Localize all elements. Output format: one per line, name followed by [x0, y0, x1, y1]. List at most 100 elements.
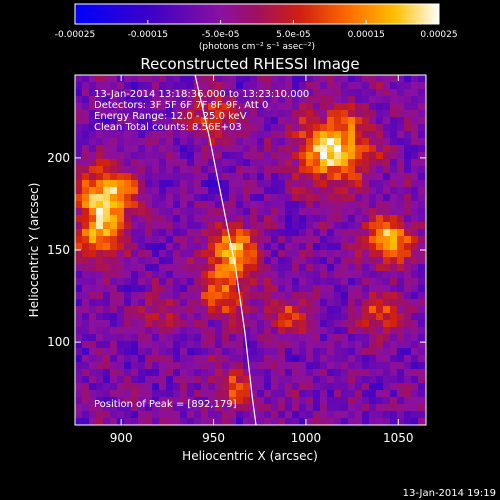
- heatmap-cell: [292, 110, 300, 118]
- heatmap-cell: [334, 229, 342, 237]
- heatmap-cell: [250, 173, 258, 181]
- heatmap-cell: [264, 285, 272, 293]
- heatmap-cell: [327, 187, 335, 195]
- heatmap-cell: [215, 418, 223, 425]
- heatmap-cell: [222, 390, 230, 398]
- heatmap-cell: [250, 208, 258, 216]
- heatmap-cell: [187, 173, 195, 181]
- heatmap-cell: [327, 257, 335, 265]
- heatmap-cell: [138, 418, 146, 425]
- heatmap-cell: [89, 369, 97, 377]
- heatmap-cell: [362, 89, 370, 97]
- heatmap-cell: [145, 383, 153, 391]
- heatmap-cell: [383, 383, 391, 391]
- heatmap-cell: [222, 194, 230, 202]
- heatmap-cell: [327, 194, 335, 202]
- heatmap-cell: [117, 348, 125, 356]
- heatmap-cell: [187, 208, 195, 216]
- heatmap-cell: [411, 152, 419, 160]
- heatmap-cell: [271, 341, 279, 349]
- heatmap-cell: [215, 334, 223, 342]
- heatmap-cell: [138, 124, 146, 132]
- heatmap-cell: [264, 362, 272, 370]
- heatmap-cell: [215, 89, 223, 97]
- heatmap-cell: [180, 341, 188, 349]
- heatmap-cell: [334, 250, 342, 258]
- heatmap-cell: [341, 103, 349, 111]
- heatmap-cell: [383, 250, 391, 258]
- heatmap-cell: [187, 397, 195, 405]
- heatmap-cell: [313, 243, 321, 251]
- heatmap-cell: [138, 397, 146, 405]
- heatmap-cell: [285, 271, 293, 279]
- heatmap-cell: [201, 96, 209, 104]
- heatmap-cell: [250, 257, 258, 265]
- heatmap-cell: [215, 285, 223, 293]
- heatmap-cell: [110, 187, 118, 195]
- heatmap-cell: [215, 320, 223, 328]
- heatmap-cell: [327, 285, 335, 293]
- heatmap-cell: [292, 355, 300, 363]
- heatmap-cell: [103, 194, 111, 202]
- heatmap-cell: [236, 180, 244, 188]
- heatmap-cell: [299, 131, 307, 139]
- heatmap-cell: [215, 404, 223, 412]
- heatmap-cell: [110, 334, 118, 342]
- heatmap-cell: [327, 348, 335, 356]
- heatmap-cell: [369, 166, 377, 174]
- heatmap-cell: [250, 243, 258, 251]
- heatmap-cell: [215, 194, 223, 202]
- heatmap-cell: [348, 75, 356, 83]
- heatmap-cell: [341, 180, 349, 188]
- heatmap-cell: [271, 194, 279, 202]
- heatmap-cell: [278, 397, 286, 405]
- heatmap-cell: [390, 313, 398, 321]
- heatmap-cell: [75, 201, 83, 209]
- heatmap-cell: [194, 152, 202, 160]
- heatmap-cell: [243, 404, 251, 412]
- heatmap-cell: [75, 271, 83, 279]
- heatmap-cell: [208, 124, 216, 132]
- heatmap-cell: [82, 166, 90, 174]
- heatmap-cell: [404, 418, 412, 425]
- heatmap-cell: [306, 418, 314, 425]
- heatmap-cell: [341, 159, 349, 167]
- heatmap-cell: [96, 383, 104, 391]
- heatmap-cell: [75, 397, 83, 405]
- heatmap-cell: [173, 369, 181, 377]
- heatmap-cell: [355, 145, 363, 153]
- heatmap-cell: [243, 285, 251, 293]
- heatmap-cell: [208, 215, 216, 223]
- heatmap-cell: [222, 131, 230, 139]
- heatmap-cell: [243, 390, 251, 398]
- heatmap-cell: [369, 341, 377, 349]
- heatmap-cell: [411, 376, 419, 384]
- heatmap-cell: [404, 75, 412, 83]
- heatmap-cell: [75, 285, 83, 293]
- heatmap-cell: [110, 138, 118, 146]
- heatmap-cell: [215, 292, 223, 300]
- heatmap-cell: [187, 306, 195, 314]
- heatmap-cell: [397, 166, 405, 174]
- heatmap-cell: [208, 306, 216, 314]
- heatmap-cell: [117, 390, 125, 398]
- heatmap-cell: [222, 103, 230, 111]
- heatmap-cell: [215, 229, 223, 237]
- heatmap-cell: [110, 201, 118, 209]
- heatmap-cell: [369, 117, 377, 125]
- heatmap-cell: [194, 187, 202, 195]
- heatmap-cell: [222, 229, 230, 237]
- heatmap-cell: [75, 82, 83, 90]
- heatmap-cell: [110, 180, 118, 188]
- heatmap-cell: [201, 103, 209, 111]
- heatmap-cell: [187, 215, 195, 223]
- heatmap-cell: [117, 264, 125, 272]
- heatmap-cell: [369, 411, 377, 419]
- heatmap-cell: [96, 341, 104, 349]
- heatmap-cell: [292, 173, 300, 181]
- heatmap-cell: [327, 117, 335, 125]
- heatmap-cell: [285, 369, 293, 377]
- heatmap-cell: [299, 89, 307, 97]
- heatmap-cell: [285, 404, 293, 412]
- heatmap-cell: [362, 236, 370, 244]
